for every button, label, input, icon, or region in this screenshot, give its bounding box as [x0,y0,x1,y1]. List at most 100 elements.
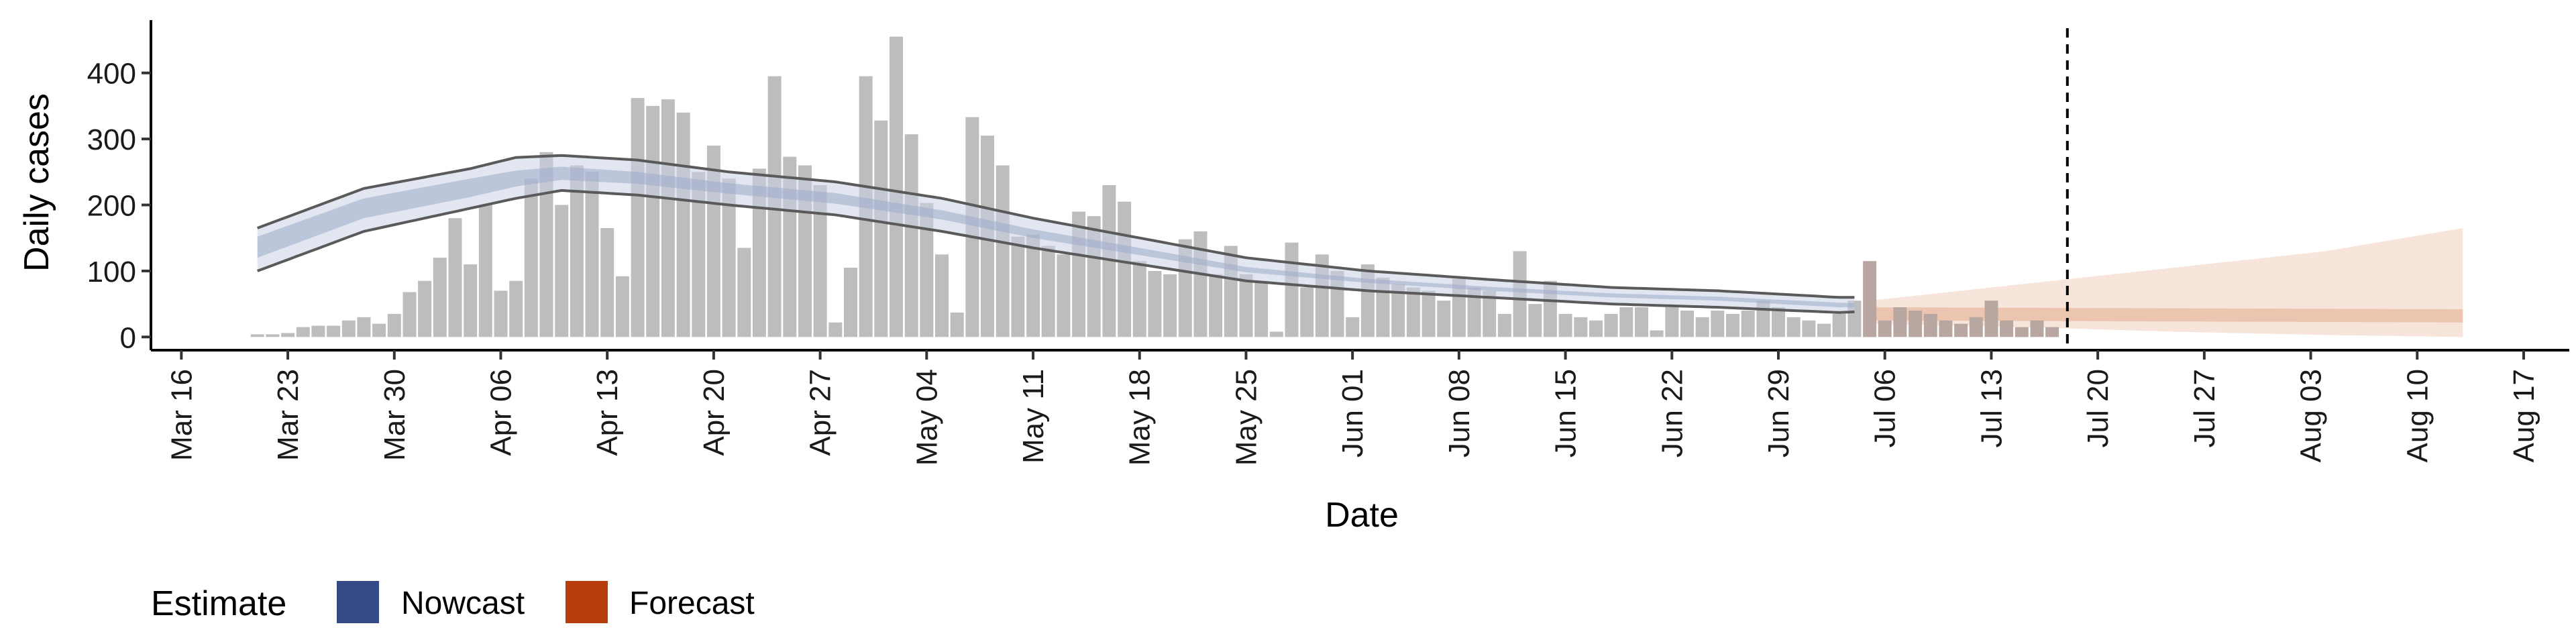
bar [570,165,584,337]
bar [1163,274,1177,337]
bar [1421,290,1436,337]
x-tick-label: Jul 20 [2082,369,2114,447]
bar [418,280,432,337]
bar [904,134,918,337]
bar [1118,201,1132,337]
forecast-inner-band [1870,307,2463,323]
legend-title: Estimate [151,584,286,623]
bar [722,178,736,337]
x-tick-label: May 18 [1124,369,1157,466]
bar [1483,290,1497,337]
bar [448,218,462,337]
axes [150,20,2569,352]
bar [1406,287,1420,337]
bar [676,112,690,337]
bar [1619,307,1633,337]
bar [266,334,280,337]
bar [1285,242,1299,337]
x-tick-label: May 04 [910,369,943,466]
bar [1026,234,1040,337]
bar [555,205,569,337]
bar [1893,307,1907,337]
x-tick-label: Mar 16 [165,369,198,461]
bar [1497,313,1511,337]
bar [494,290,508,337]
y-axis-ticks: 0 100 200 300 400 [87,58,151,354]
bar [1148,270,1162,337]
legend-swatch-forecast [566,581,608,623]
bar [1391,284,1405,337]
bar [1635,307,1648,337]
bar [1558,313,1572,337]
bar [1863,261,1877,337]
bar [1254,280,1269,337]
bar [600,228,614,337]
bar [737,248,751,337]
y-tick-label: 100 [87,256,136,288]
bar [920,203,934,337]
x-tick-label: Jun 01 [1336,369,1369,458]
bar [509,280,523,337]
bar [1954,323,1968,337]
bar [1802,320,1816,337]
bar [950,312,964,337]
bar [828,322,843,337]
y-tick-label: 300 [87,123,136,156]
x-tick-label: Jul 27 [2188,369,2221,447]
legend-label-nowcast: Nowcast [401,586,525,621]
bar [752,168,766,337]
bar [661,99,675,337]
bar [464,264,478,337]
nowcast-lower-line [257,189,1855,314]
bar [327,325,341,337]
x-tick-label: Apr 13 [591,369,624,456]
bar [585,172,599,337]
bar [631,98,645,337]
x-tick-label: May 11 [1017,369,1050,464]
x-axis-title: Date [1325,496,1399,535]
x-tick-label: Jun 29 [1762,369,1795,458]
bar [1786,317,1801,337]
bar [1909,311,1923,337]
x-tick-label: Jul 13 [1975,369,2008,447]
bar [387,313,401,337]
x-tick-label: Aug 17 [2508,369,2540,462]
bar [1969,317,1983,337]
bar [433,258,447,337]
bar [357,317,371,337]
bar [1269,331,1283,337]
legend: Estimate Nowcast Forecast [151,581,755,623]
x-tick-label: Mar 30 [378,369,411,461]
nowcast-upper-line [256,154,1855,299]
x-tick-label: Apr 06 [485,369,518,456]
bar [341,320,356,337]
bar [2000,320,2014,337]
bar [1589,320,1603,337]
x-tick-label: Jun 08 [1443,369,1476,458]
bar [1741,311,1755,337]
bar [1832,313,1846,337]
bar [1346,317,1360,337]
bar [1528,304,1542,337]
bar [1011,236,1025,337]
bar [250,334,264,337]
y-axis-title: Daily cases [17,93,56,272]
bar [646,105,660,337]
bar [1574,317,1588,337]
bar [692,172,706,337]
x-axis-ticks: Mar 16 Mar 23 Mar 30 Apr 06 Apr 13 Apr 20 Apr … [165,350,2540,466]
bar [813,185,827,337]
bar [539,152,553,337]
bar [1772,307,1785,337]
bar [615,276,629,337]
bar [1878,320,1892,337]
bar [1041,246,1055,337]
bar [296,327,310,337]
bar [1680,311,1694,337]
bar [2045,327,2059,337]
bar [2015,327,2029,337]
bar [1817,323,1831,337]
bar [1984,301,1998,337]
bar [1726,313,1739,337]
